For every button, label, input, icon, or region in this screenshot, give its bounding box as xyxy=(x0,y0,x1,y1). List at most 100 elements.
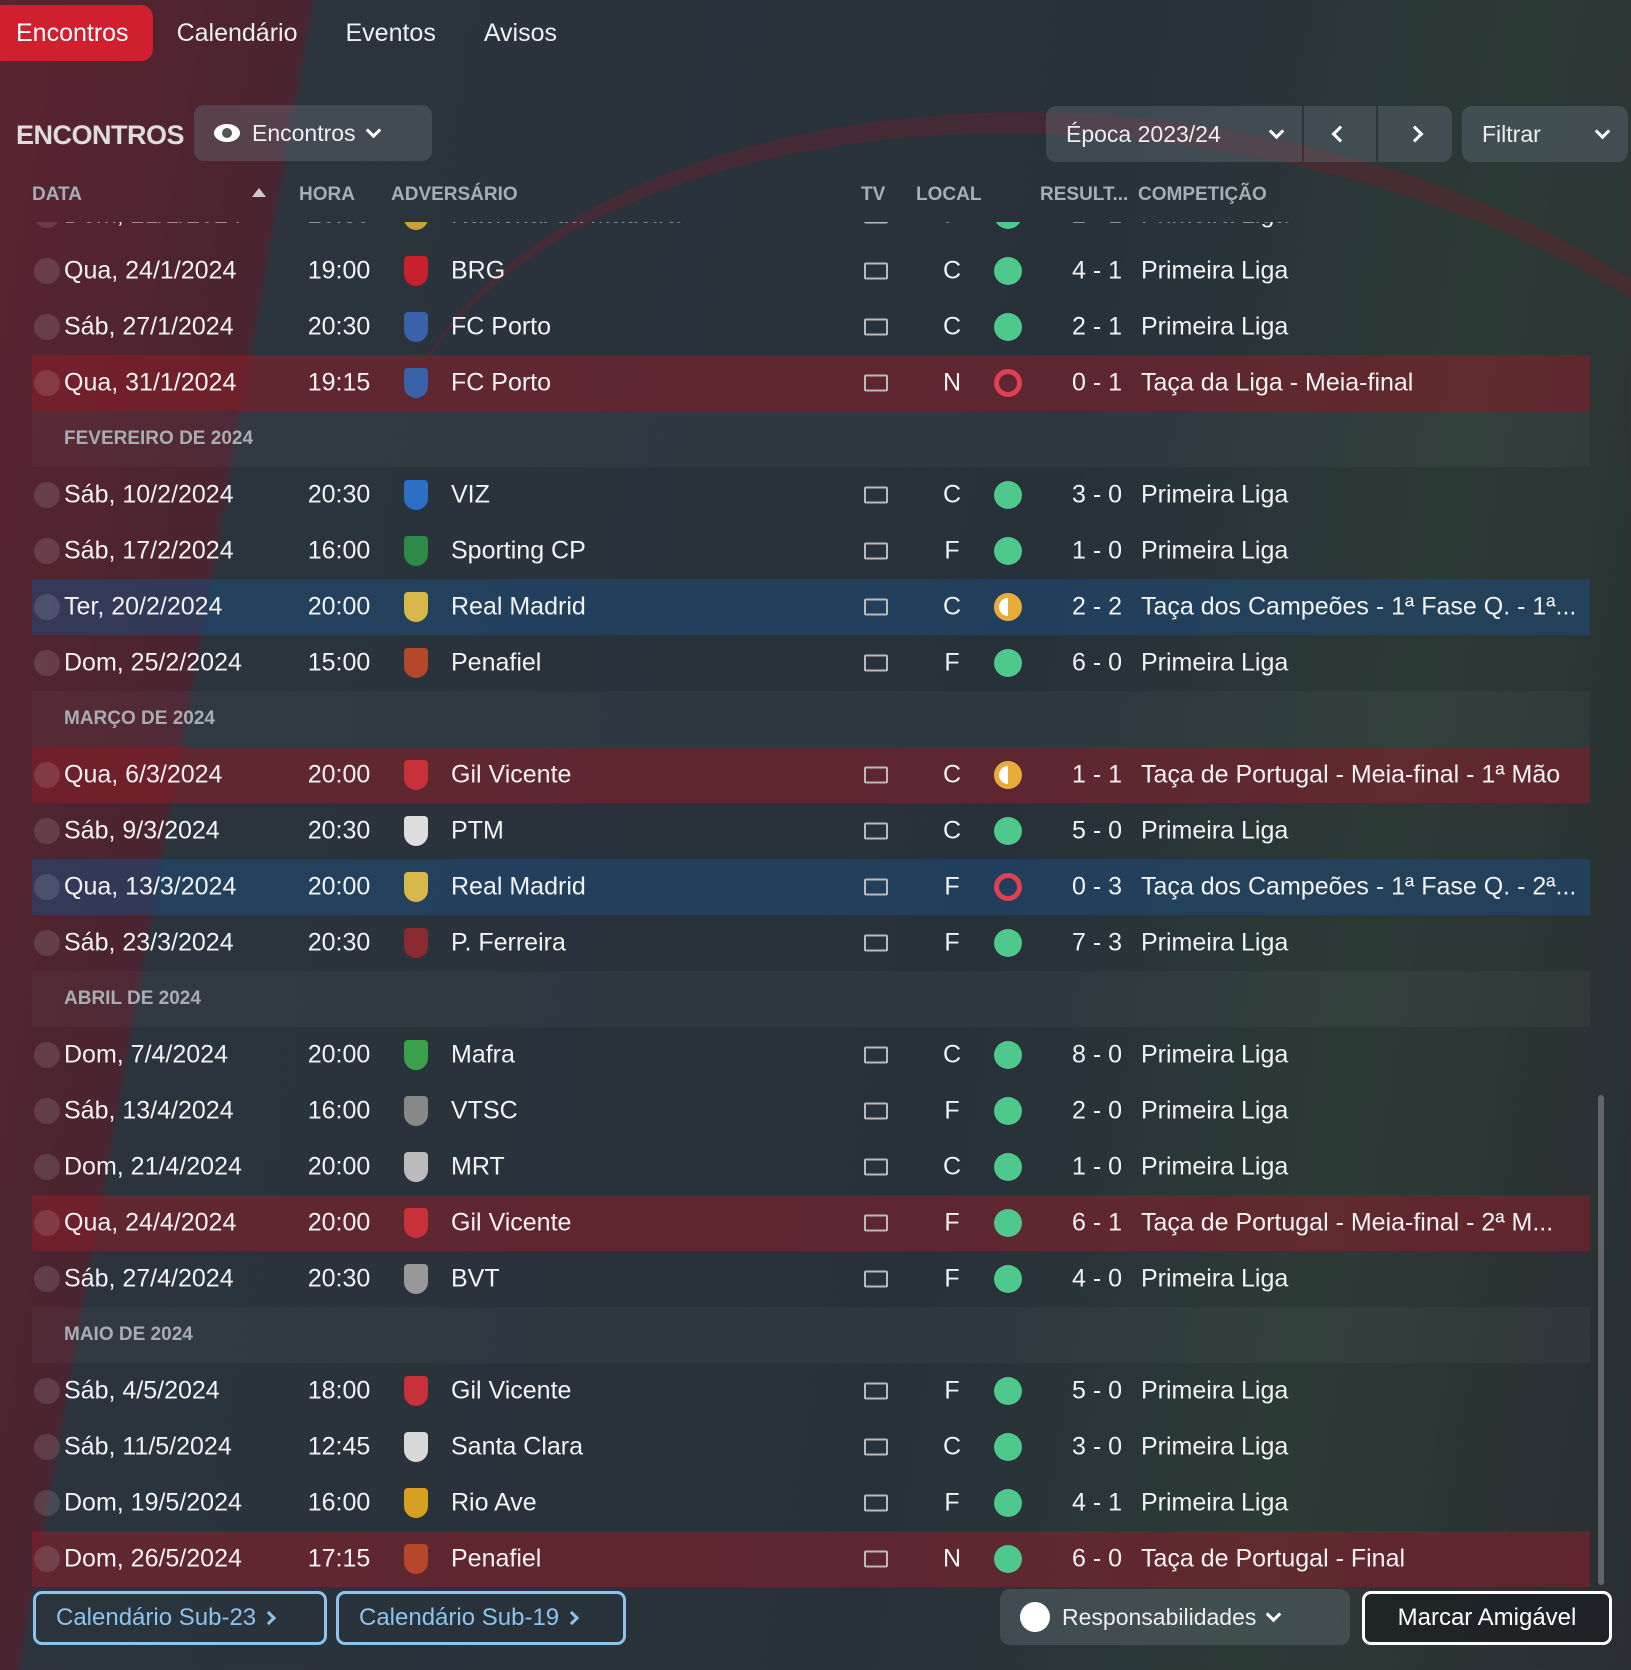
fixture-score[interactable]: 5 - 0 xyxy=(1071,816,1123,845)
fixture-opponent[interactable]: Real Madrid xyxy=(451,872,586,901)
fixture-row[interactable]: Dom, 7/4/2024 20:00 Mafra C 8 - 0 Primei… xyxy=(32,1027,1590,1083)
fixture-opponent[interactable]: Santa Clara xyxy=(451,1432,584,1461)
fixture-score[interactable]: 2 - 2 xyxy=(1071,592,1123,621)
fixture-opponent[interactable]: Gil Vicente xyxy=(451,760,572,789)
fixture-competition[interactable]: Taça de Portugal - Meia-final - 1ª Mão xyxy=(1141,760,1561,789)
fixture-score[interactable]: 3 - 0 xyxy=(1071,1432,1123,1461)
fixture-score[interactable]: 3 - 0 xyxy=(1071,480,1123,509)
fixture-competition[interactable]: Primeira Liga xyxy=(1141,648,1289,677)
fixture-opponent[interactable]: PTM xyxy=(451,816,504,845)
fixture-row[interactable]: Dom, 19/5/2024 16:00 Rio Ave F 4 - 1 Pri… xyxy=(32,1475,1590,1531)
fixture-score[interactable]: 7 - 3 xyxy=(1071,928,1123,957)
fixture-opponent[interactable]: Gil Vicente xyxy=(451,1208,572,1237)
fixture-competition[interactable]: Primeira Liga xyxy=(1141,1264,1289,1293)
tab-calendario[interactable]: Calendário xyxy=(176,19,298,47)
fixture-score[interactable]: 5 - 0 xyxy=(1071,1376,1123,1405)
fixture-competition[interactable]: Primeira Liga xyxy=(1141,480,1289,509)
u19-calendar-button[interactable]: Calendário Sub-19 xyxy=(336,1591,626,1645)
fixture-row[interactable]: Dom, 21/4/2024 20:00 MRT C 1 - 0 Primeir… xyxy=(32,1139,1590,1195)
fixture-competition[interactable]: Taça da Liga - Meia-final xyxy=(1141,368,1414,397)
fixture-row[interactable]: Sáb, 10/2/2024 20:30 VIZ C 3 - 0 Primeir… xyxy=(32,467,1590,523)
tab-avisos[interactable]: Avisos xyxy=(483,19,558,47)
col-date[interactable]: DATA xyxy=(32,184,82,205)
fixture-competition[interactable]: Primeira Liga xyxy=(1141,816,1289,845)
fixture-score[interactable]: 0 - 3 xyxy=(1071,872,1123,901)
fixture-row[interactable]: Sáb, 27/4/2024 20:30 BVT F 4 - 0 Primeir… xyxy=(32,1251,1590,1307)
fixture-competition[interactable]: Primeira Liga xyxy=(1141,1432,1289,1461)
fixture-row[interactable]: Qua, 24/1/2024 19:00 BRG C 4 - 1 Primeir… xyxy=(32,243,1590,299)
fixture-competition[interactable]: Taça dos Campeões - 1ª Fase Q. - 1ª... xyxy=(1141,592,1577,621)
tab-eventos[interactable]: Eventos xyxy=(345,19,436,47)
fixture-opponent[interactable]: Sporting CP xyxy=(451,536,586,565)
u23-calendar-button[interactable]: Calendário Sub-23 xyxy=(33,1591,327,1645)
fixture-competition[interactable]: Primeira Liga xyxy=(1141,1040,1289,1069)
col-opponent[interactable]: ADVERSÁRIO xyxy=(391,184,518,205)
scrollbar[interactable] xyxy=(1598,1095,1604,1585)
fixture-opponent[interactable]: P. Ferreira xyxy=(451,928,566,957)
fixture-score[interactable]: 1 - 0 xyxy=(1071,536,1123,565)
fixture-row[interactable]: Sáb, 23/3/2024 20:30 P. Ferreira F 7 - 3… xyxy=(32,915,1590,971)
fixture-opponent[interactable]: BRG xyxy=(451,256,506,285)
fixture-row[interactable]: Ter, 20/2/2024 20:00 Real Madrid C 2 - 2… xyxy=(32,579,1590,635)
fixture-row[interactable]: Qua, 24/4/2024 20:00 Gil Vicente F 6 - 1… xyxy=(32,1195,1590,1251)
fixture-competition[interactable]: Primeira Liga xyxy=(1141,312,1289,341)
fixture-score[interactable]: 4 - 1 xyxy=(1071,1488,1123,1517)
fixture-row[interactable]: Dom, 26/5/2024 17:15 Penafiel N 6 - 0 Ta… xyxy=(32,1531,1590,1587)
fixture-score[interactable]: 1 - 0 xyxy=(1071,1152,1123,1181)
fixture-row[interactable]: Qua, 31/1/2024 19:15 FC Porto N 0 - 1 Ta… xyxy=(32,355,1590,411)
col-tv[interactable]: TV xyxy=(861,184,886,205)
fixture-competition[interactable]: Primeira Liga xyxy=(1141,1152,1289,1181)
fixture-row[interactable]: Sáb, 27/1/2024 20:30 FC Porto C 2 - 1 Pr… xyxy=(32,299,1590,355)
fixture-row[interactable]: Sáb, 9/3/2024 20:30 PTM C 5 - 0 Primeira… xyxy=(32,803,1590,859)
fixture-row[interactable]: Sáb, 4/5/2024 18:00 Gil Vicente F 5 - 0 … xyxy=(32,1363,1590,1419)
previous-season-button[interactable] xyxy=(1304,106,1376,162)
fixture-score[interactable]: 0 - 1 xyxy=(1071,368,1123,397)
fixture-row[interactable]: Sáb, 13/4/2024 16:00 VTSC F 2 - 0 Primei… xyxy=(32,1083,1590,1139)
fixture-score[interactable]: 4 - 1 xyxy=(1071,256,1123,285)
fixture-score[interactable]: 6 - 0 xyxy=(1071,648,1123,677)
col-venue[interactable]: LOCAL xyxy=(916,184,982,205)
fixture-competition[interactable]: Primeira Liga xyxy=(1141,536,1289,565)
fixture-row[interactable]: Sáb, 11/5/2024 12:45 Santa Clara C 3 - 0… xyxy=(32,1419,1590,1475)
fixture-opponent[interactable]: MRT xyxy=(451,1152,505,1181)
fixture-opponent[interactable]: Rio Ave xyxy=(451,1488,537,1517)
fixture-score[interactable]: 6 - 1 xyxy=(1071,1208,1123,1237)
season-dropdown[interactable]: Época 2023/24 xyxy=(1046,106,1302,162)
fixture-competition[interactable]: Primeira Liga xyxy=(1141,1376,1289,1405)
fixture-competition[interactable]: Primeira Liga xyxy=(1141,928,1289,957)
fixture-row[interactable]: Qua, 13/3/2024 20:00 Real Madrid F 0 - 3… xyxy=(32,859,1590,915)
fixture-opponent[interactable]: BVT xyxy=(451,1264,500,1293)
next-season-button[interactable] xyxy=(1378,106,1452,162)
fixture-score[interactable]: 2 - 1 xyxy=(1052,222,1142,230)
fixture-competition[interactable]: Taça de Portugal - Final xyxy=(1141,1544,1406,1573)
responsibilities-dropdown[interactable]: Responsabilidades xyxy=(1000,1589,1350,1645)
fixture-opponent[interactable]: Gil Vicente xyxy=(451,1376,572,1405)
fixture-opponent[interactable]: VIZ xyxy=(451,480,490,509)
filter-dropdown[interactable]: Filtrar xyxy=(1462,106,1628,162)
fixture-opponent[interactable]: Real Madrid xyxy=(451,592,586,621)
arrange-friendly-button[interactable]: Marcar Amigável xyxy=(1362,1591,1612,1645)
fixture-opponent[interactable]: Nacional da Madeira xyxy=(451,222,680,230)
fixture-row[interactable]: Sáb, 17/2/2024 16:00 Sporting CP F 1 - 0… xyxy=(32,523,1590,579)
fixture-score[interactable]: 6 - 0 xyxy=(1071,1544,1123,1573)
col-competition[interactable]: COMPETIÇÃO xyxy=(1138,184,1267,205)
sort-ascending-icon[interactable] xyxy=(252,188,266,197)
fixture-competition[interactable]: Primeira Liga xyxy=(1141,1096,1289,1125)
fixture-competition[interactable]: Primeira Liga xyxy=(1141,1488,1289,1517)
fixture-competition[interactable]: Taça dos Campeões - 1ª Fase Q. - 2ª... xyxy=(1141,872,1577,901)
fixture-opponent[interactable]: Mafra xyxy=(451,1040,515,1069)
fixture-opponent[interactable]: VTSC xyxy=(451,1096,518,1125)
fixture-score[interactable]: 1 - 1 xyxy=(1071,760,1123,789)
fixture-competition[interactable]: Taça de Portugal - Meia-final - 2ª M... xyxy=(1141,1208,1554,1237)
fixture-opponent[interactable]: FC Porto xyxy=(451,312,552,341)
fixture-score[interactable]: 2 - 0 xyxy=(1071,1096,1123,1125)
fixture-opponent[interactable]: Penafiel xyxy=(451,648,542,677)
fixture-score[interactable]: 2 - 1 xyxy=(1071,312,1123,341)
fixture-opponent[interactable]: Penafiel xyxy=(451,1544,542,1573)
fixture-competition[interactable]: Primeira Liga xyxy=(1141,222,1288,230)
fixture-row[interactable]: Qua, 6/3/2024 20:00 Gil Vicente C 1 - 1 … xyxy=(32,747,1590,803)
fixture-row[interactable]: Dom, 25/2/2024 15:00 Penafiel F 6 - 0 Pr… xyxy=(32,635,1590,691)
fixture-competition[interactable]: Primeira Liga xyxy=(1141,256,1289,285)
fixture-row[interactable]: Dom, 21/1/2024 20:30 Nacional da Madeira… xyxy=(32,222,1590,243)
col-time[interactable]: HORA xyxy=(299,184,355,205)
